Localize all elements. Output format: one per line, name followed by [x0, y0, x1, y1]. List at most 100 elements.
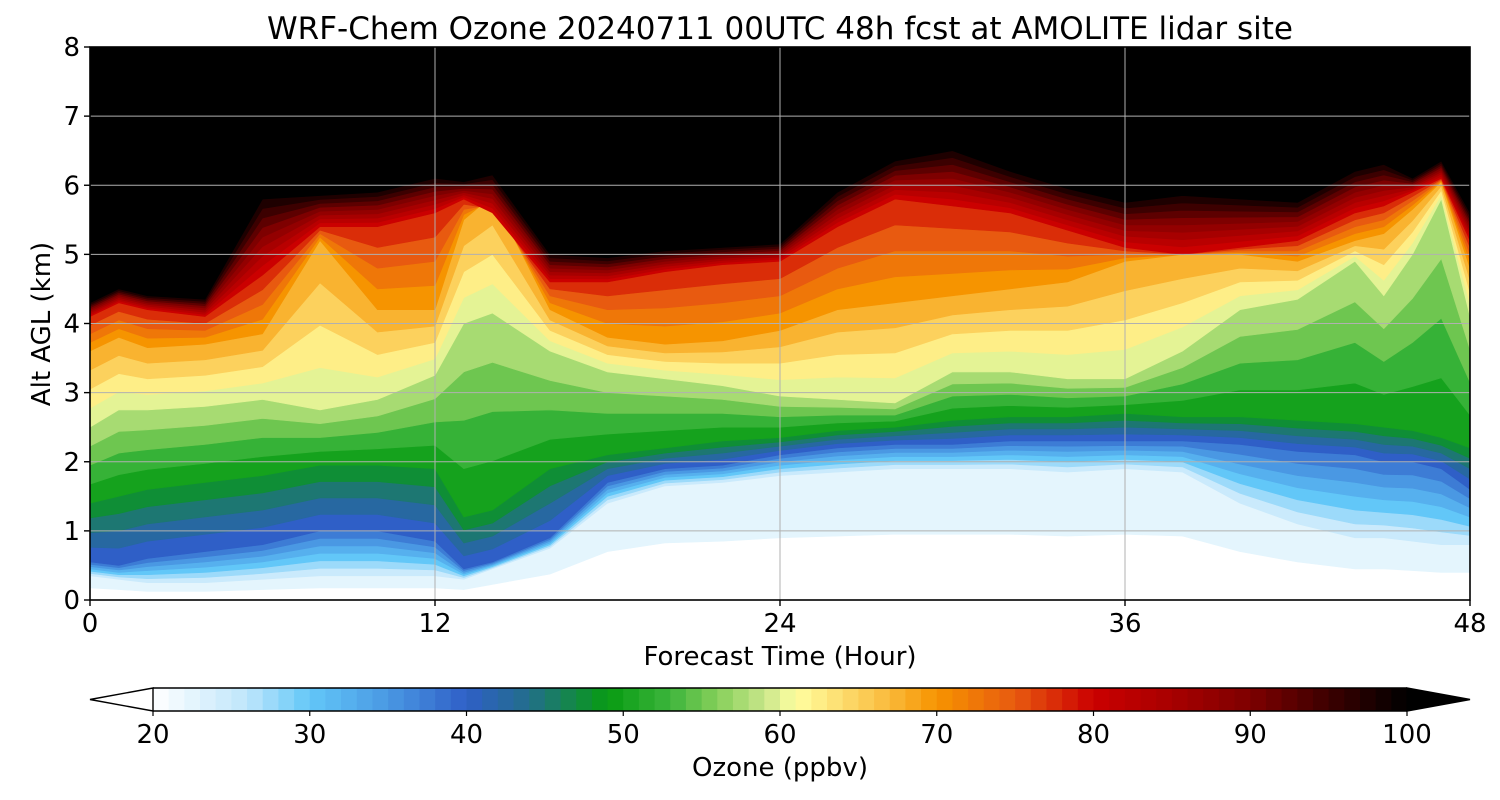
colorbar-segment [623, 688, 640, 711]
y-axis: 0 1 2 3 4 5 6 7 8 [63, 33, 90, 616]
colorbar-segment [685, 688, 703, 711]
colorbar-tick-label-70: 70 [920, 720, 953, 750]
colorbar-segment [1015, 688, 1032, 711]
colorbar-segment [1171, 688, 1189, 711]
x-tick-label-48: 48 [1453, 609, 1486, 639]
x-tick-label-12: 12 [418, 609, 451, 639]
colorbar-segment [1344, 688, 1361, 711]
y-tick-label-6: 6 [63, 171, 80, 201]
y-tick-label-2: 2 [63, 448, 80, 478]
colorbar-tick-label-20: 20 [136, 720, 169, 750]
colorbar-segment [858, 688, 875, 711]
colorbar-segment [497, 688, 515, 711]
colorbar-segment [529, 688, 546, 711]
colorbar-tick-label-60: 60 [763, 720, 796, 750]
y-tick-label-0: 0 [63, 586, 80, 616]
colorbar-segment [889, 688, 906, 711]
colorbar-segment [1218, 688, 1236, 711]
colorbar-segment [952, 688, 969, 711]
colorbar-segment [1062, 688, 1079, 711]
colorbar-segment [780, 688, 797, 711]
colorbar-tick-label-90: 90 [1234, 720, 1267, 750]
colorbar-segment [1328, 688, 1345, 711]
colorbar-segment [764, 688, 781, 711]
colorbar-segment [1109, 688, 1126, 711]
colorbar-segment [482, 688, 499, 711]
colorbar-segment [1391, 688, 1408, 711]
colorbar-segment [419, 688, 436, 711]
colorbar-segment [732, 688, 750, 711]
colorbar-segment [1124, 688, 1142, 711]
y-tick-label-7: 7 [63, 102, 80, 132]
colorbar-segment [341, 688, 358, 711]
colorbar-segment [450, 688, 468, 711]
colorbar-segment [1077, 688, 1095, 711]
y-tick-label-3: 3 [63, 379, 80, 409]
colorbar-segment [247, 688, 264, 711]
x-tick-label-0: 0 [82, 609, 99, 639]
colorbar-extend-max [1406, 687, 1471, 712]
colorbar-segment [560, 688, 577, 711]
colorbar-tick-label-80: 80 [1077, 720, 1110, 750]
colorbar-segment [1234, 688, 1251, 711]
colorbar-segment [748, 688, 765, 711]
y-tick-label-8: 8 [63, 33, 80, 63]
colorbar-segment [842, 688, 859, 711]
colorbar-segment [654, 688, 671, 711]
colorbar-segment [544, 688, 562, 711]
colorbar-segment [795, 688, 812, 711]
colorbar-label: Ozone (ppbv) [692, 753, 868, 783]
colorbar-segment [1297, 688, 1314, 711]
y-axis-label: Alt AGL (km) [27, 242, 57, 406]
colorbar-tick-label-30: 30 [293, 720, 326, 750]
chart-title: WRF-Chem Ozone 20240711 00UTC 48h fcst a… [267, 11, 1293, 47]
colorbar: 20 30 40 50 60 70 80 90 100 [89, 687, 1471, 750]
colorbar-segment [215, 688, 232, 711]
colorbar-segment [466, 688, 483, 711]
colorbar-segment [874, 688, 891, 711]
colorbar-segment [513, 688, 530, 711]
colorbar-segment [1093, 688, 1110, 711]
colorbar-segment [1156, 688, 1173, 711]
colorbar-segment [1250, 688, 1267, 711]
colorbar-segment [435, 688, 452, 711]
colorbar-segment [325, 688, 342, 711]
colorbar-segment [1359, 688, 1377, 711]
colorbar-segment [1030, 688, 1048, 711]
colorbar-tick-label-50: 50 [607, 720, 640, 750]
x-axis: 0 12 24 36 48 [82, 600, 1487, 639]
colorbar-tick-label-40: 40 [450, 720, 483, 750]
plot-area [89, 46, 1471, 601]
colorbar-segment [153, 688, 170, 711]
colorbar-segment [811, 688, 828, 711]
x-tick-label-24: 24 [763, 609, 796, 639]
colorbar-segment [200, 688, 217, 711]
colorbar-segment [262, 688, 279, 711]
colorbar-extend-min [89, 687, 154, 712]
colorbar-segment [1312, 688, 1330, 711]
colorbar-segment [921, 688, 938, 711]
x-tick-label-36: 36 [1108, 609, 1141, 639]
colorbar-segment [388, 688, 405, 711]
colorbar-segment [356, 688, 374, 711]
colorbar-segment [309, 688, 327, 711]
colorbar-segment [1203, 688, 1220, 711]
colorbar-segment [294, 688, 311, 711]
colorbar-segment [184, 688, 201, 711]
colorbar-segment [827, 688, 844, 711]
colorbar-segment [1375, 688, 1392, 711]
colorbar-segment [1187, 688, 1204, 711]
colorbar-segment [231, 688, 248, 711]
colorbar-segment [936, 688, 954, 711]
colorbar-segment [905, 688, 922, 711]
colorbar-segment [278, 688, 295, 711]
colorbar-segment [1281, 688, 1298, 711]
colorbar-segment [372, 688, 389, 711]
colorbar-segment [717, 688, 734, 711]
colorbar-segment [983, 688, 1001, 711]
colorbar-tick-label-100: 100 [1382, 720, 1432, 750]
colorbar-segment [591, 688, 609, 711]
grid-lines [90, 47, 1470, 600]
colorbar-segment [403, 688, 421, 711]
